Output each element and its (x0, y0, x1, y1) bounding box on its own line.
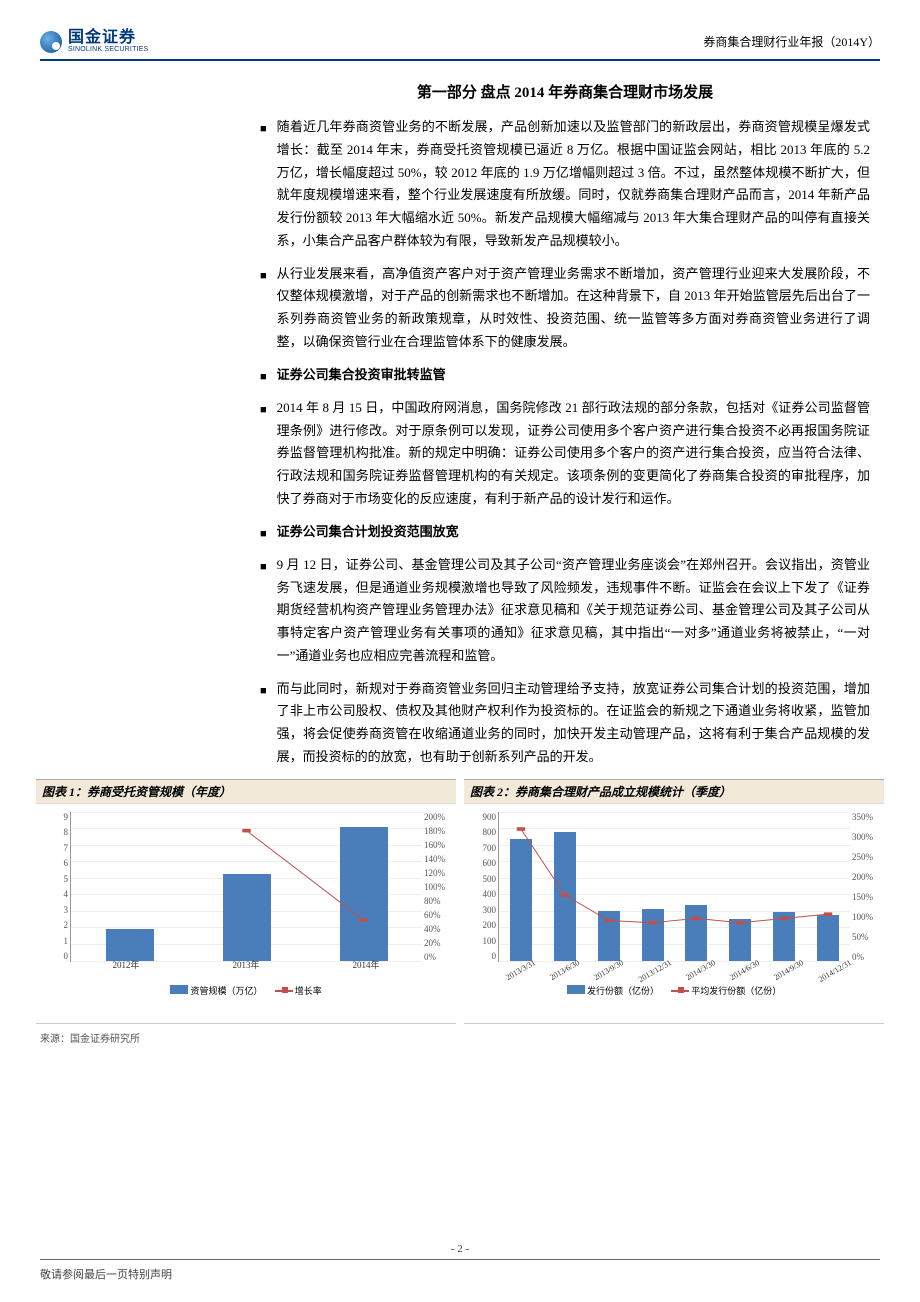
legend-item: 增长率 (275, 984, 322, 997)
chart-bar (642, 909, 664, 961)
legend-line-icon (275, 990, 293, 992)
footer: - 2 - 敬请参阅最后一页特别声明 (40, 1243, 880, 1282)
legend-bar-label: 发行份额（亿份） (587, 986, 659, 996)
bullet-text: 2014 年 8 月 15 日，中国政府网消息，国务院修改 21 部行政法规的部… (277, 397, 870, 511)
chart-bar (510, 839, 532, 961)
bullet-text: 证券公司集合投资审批转监管 (277, 364, 870, 387)
bullet-text: 证券公司集合计划投资范围放宽 (277, 521, 870, 544)
bullet-mark-icon: ■ (260, 368, 267, 387)
bullet-mark-icon: ■ (260, 558, 267, 668)
chart-bar (554, 832, 576, 960)
chart-bar (106, 929, 154, 961)
logo-en: SINOLINK SECURITIES (68, 46, 148, 53)
x-label: 2014/6/30 (728, 958, 761, 982)
x-label: 2014年 (352, 958, 379, 971)
legend-item: 平均发行份额（亿份） (671, 984, 781, 997)
legend-item: 资管规模（万亿） (170, 984, 262, 997)
logo-cn: 国金证券 (68, 30, 148, 46)
footer-line (40, 1259, 880, 1260)
chart-2-title: 图表 2：券商集合理财产品成立规模统计（季度） (464, 779, 884, 804)
chart-1-body: 9876543210200%180%160%140%120%100%80%60%… (36, 804, 456, 1024)
bullet-mark-icon: ■ (260, 120, 267, 253)
chart-1-legend: 资管规模（万亿） 增长率 (40, 984, 452, 997)
x-label: 2013/6/30 (548, 958, 581, 982)
x-label: 2014/3/30 (684, 958, 717, 982)
logo-text: 国金证券 SINOLINK SECURITIES (68, 30, 148, 53)
chart-bar (773, 912, 795, 960)
legend-line-label: 增长率 (295, 986, 322, 996)
charts-row: 图表 1：券商受托资管规模（年度） 9876543210200%180%160%… (36, 779, 884, 1024)
chart-1-title: 图表 1：券商受托资管规模（年度） (36, 779, 456, 804)
bullet-item: ■ 证券公司集合计划投资范围放宽 (260, 521, 870, 544)
header-right-text: 券商集合理财行业年报（2014Y） (703, 33, 880, 50)
bullet-text: 而与此同时，新规对于券商资管业务回归主动管理给予支持，放宽证券公司集合计划的投资… (277, 678, 870, 769)
x-label: 2013年 (232, 958, 259, 971)
chart-bar (685, 905, 707, 961)
bullet-text: 随着近几年券商资管业务的不断发展，产品创新加速以及监管部门的新政层出，券商资管规… (277, 116, 870, 253)
x-label: 2012年 (112, 958, 139, 971)
legend-line-label: 平均发行份额（亿份） (691, 986, 781, 996)
bullet-item: ■ 证券公司集合投资审批转监管 (260, 364, 870, 387)
bullet-item: ■随着近几年券商资管业务的不断发展，产品创新加速以及监管部门的新政层出，券商资管… (260, 116, 870, 253)
bullet-mark-icon: ■ (260, 401, 267, 511)
bullet-text: 9 月 12 日，证券公司、基金管理公司及其子公司“资产管理业务座谈会”在郑州召… (277, 554, 870, 668)
bullet-item: ■而与此同时，新规对于券商资管业务回归主动管理给予支持，放宽证券公司集合计划的投… (260, 678, 870, 769)
legend-bar-label: 资管规模（万亿） (190, 986, 262, 996)
bullet-mark-icon: ■ (260, 525, 267, 544)
chart-1-area: 9876543210200%180%160%140%120%100%80%60%… (40, 812, 452, 962)
page-number: - 2 - (451, 1243, 469, 1255)
chart-2-xlabels: 2013/3/312013/6/302013/9/302013/12/31201… (494, 958, 854, 967)
legend-item: 发行份额（亿份） (567, 984, 659, 997)
x-label: 2014/12/31 (817, 958, 853, 984)
chart-bar (817, 915, 839, 961)
logo: 国金证券 SINOLINK SECURITIES (40, 30, 148, 53)
chart-2-legend: 发行份额（亿份） 平均发行份额（亿份） (468, 984, 880, 997)
chart-2: 图表 2：券商集合理财产品成立规模统计（季度） 9008007006005004… (464, 779, 884, 1024)
page: 国金证券 SINOLINK SECURITIES 券商集合理财行业年报（2014… (0, 0, 920, 1302)
bullet-mark-icon: ■ (260, 267, 267, 354)
chart-bar (340, 827, 388, 960)
chart-2-body: 9008007006005004003002001000350%300%250%… (464, 804, 884, 1024)
chart-bar (223, 874, 271, 961)
bullet-list: ■随着近几年券商资管业务的不断发展，产品创新加速以及监管部门的新政层出，券商资管… (260, 116, 870, 769)
legend-box-icon (567, 985, 585, 994)
content: 第一部分 盘点 2014 年券商集合理财市场发展 ■随着近几年券商资管业务的不断… (260, 81, 870, 769)
bullet-item: ■从行业发展来看，高净值资产客户对于资产管理业务需求不断增加，资产管理行业迎来大… (260, 263, 870, 354)
chart-1: 图表 1：券商受托资管规模（年度） 9876543210200%180%160%… (36, 779, 456, 1024)
x-label: 2014/9/30 (772, 958, 805, 982)
legend-box-icon (170, 985, 188, 994)
chart-source: 来源：国金证券研究所 (40, 1030, 880, 1045)
bullet-item: ■9 月 12 日，证券公司、基金管理公司及其子公司“资产管理业务座谈会”在郑州… (260, 554, 870, 668)
chart-bar (598, 911, 620, 960)
bullet-mark-icon: ■ (260, 682, 267, 769)
section-title: 第一部分 盘点 2014 年券商集合理财市场发展 (260, 81, 870, 102)
chart-1-xlabels: 2012年 2013年 2014年 (66, 958, 426, 971)
x-label: 2013/9/30 (592, 958, 625, 982)
chart-bar (729, 919, 751, 961)
chart-2-area: 9008007006005004003002001000350%300%250%… (468, 812, 880, 962)
footer-disclaimer: 敬请参阅最后一页特别声明 (40, 1266, 172, 1282)
bullet-item: ■2014 年 8 月 15 日，中国政府网消息，国务院修改 21 部行政法规的… (260, 397, 870, 511)
header: 国金证券 SINOLINK SECURITIES 券商集合理财行业年报（2014… (40, 30, 880, 61)
x-label: 2013/12/31 (637, 958, 673, 984)
bullet-text: 从行业发展来看，高净值资产客户对于资产管理业务需求不断增加，资产管理行业迎来大发… (277, 263, 870, 354)
x-label: 2013/3/31 (504, 958, 537, 982)
logo-icon (40, 31, 62, 53)
legend-line-icon (671, 990, 689, 992)
